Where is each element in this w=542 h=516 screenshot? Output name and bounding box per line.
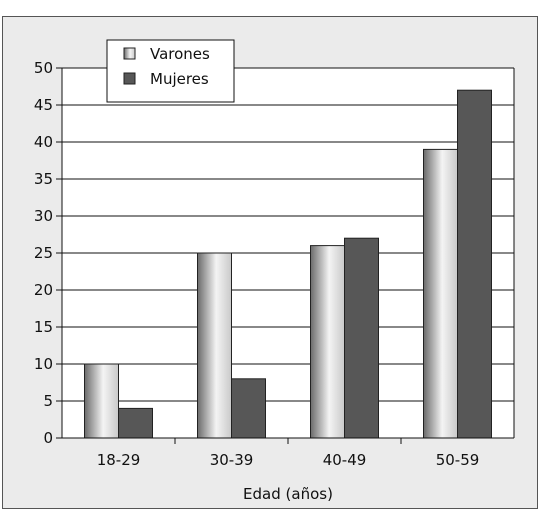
y-tick-label: 5 (43, 392, 53, 410)
y-tick-label: 20 (34, 281, 53, 299)
legend-label-mujeres: Mujeres (150, 70, 209, 88)
x-axis-title: Edad (años) (243, 485, 333, 503)
y-tick-label: 50 (34, 59, 53, 77)
bar-mujeres-40-49 (344, 237, 379, 439)
y-tick-label: 10 (34, 355, 53, 373)
y-tick-label: 40 (34, 133, 53, 151)
bar-varones-50-59 (423, 148, 458, 439)
x-tick-label: 40-49 (323, 451, 367, 469)
y-tick-label: 25 (34, 244, 53, 262)
bar-mujeres-50-59 (457, 89, 492, 439)
x-tick-label: 50-59 (436, 451, 480, 469)
y-tick-label: 30 (34, 207, 53, 225)
y-tick-label: 35 (34, 170, 53, 188)
bar-varones-40-49 (310, 245, 345, 439)
legend-label-varones: Varones (150, 45, 210, 63)
y-tick-label: 0 (43, 429, 53, 447)
legend: Varones Mujeres (106, 39, 235, 103)
bar-mujeres-18-29 (118, 407, 153, 439)
legend-swatch-mujeres (123, 72, 136, 85)
y-tick-labels: 0 5 10 15 20 25 30 35 40 45 50 (34, 59, 53, 447)
bar-mujeres-30-39 (231, 378, 266, 439)
y-tick-label: 15 (34, 318, 53, 336)
y-tick-label: 45 (34, 96, 53, 114)
legend-swatch-varones (123, 47, 136, 60)
bar-varones-18-29 (84, 363, 119, 439)
x-tick-labels: 18-29 30-39 40-49 50-59 (97, 451, 480, 469)
x-tick-label: 30-39 (210, 451, 254, 469)
x-tick-label: 18-29 (97, 451, 141, 469)
axes (56, 67, 515, 444)
bars (84, 89, 492, 439)
bar-varones-30-39 (197, 252, 232, 439)
